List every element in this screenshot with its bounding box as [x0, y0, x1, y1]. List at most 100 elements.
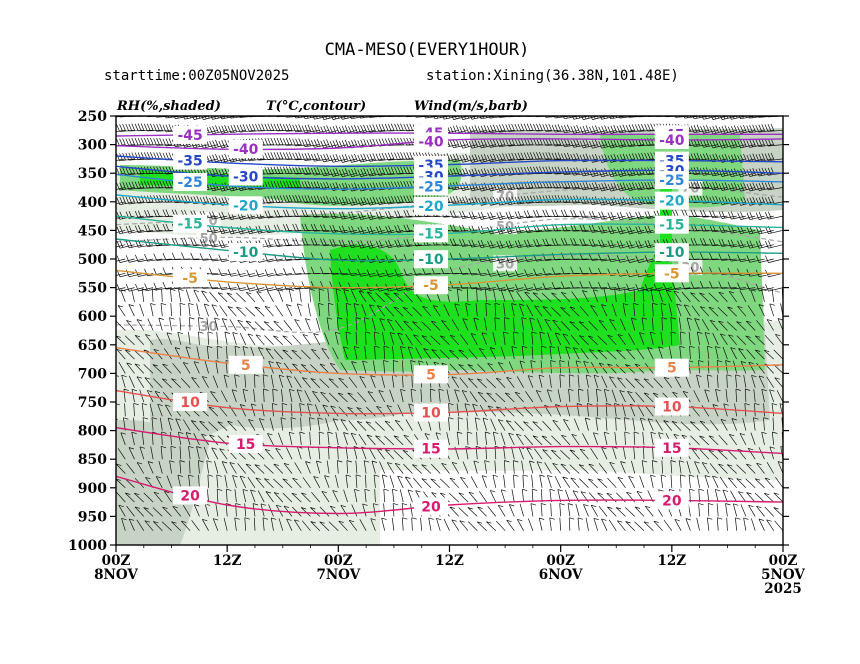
temperature-label-background	[413, 250, 448, 269]
temperature-contour-label: 20	[421, 499, 441, 515]
station-label: station:Xining(36.38N,101.48E)	[426, 68, 679, 84]
temperature-contour-label: -40	[418, 134, 444, 150]
temperature-label-background	[654, 131, 689, 150]
y-tick-label: 550	[78, 281, 107, 297]
x-tick-label: 12Z	[435, 553, 464, 569]
chart-title: CMA-MESO(EVERY1HOUR)	[325, 40, 530, 60]
temperature-contour-label: -5	[423, 278, 439, 294]
temperature-contour-label: -40	[233, 142, 259, 158]
rh-region-90plus	[330, 240, 680, 360]
y-tick-label: 800	[78, 424, 107, 440]
y-tick-label: 450	[78, 223, 107, 239]
temperature-label-background	[228, 243, 263, 262]
x-tick-label: 12Z	[658, 553, 687, 569]
rh-region-70-80-d	[116, 419, 210, 545]
y-tick-label: 400	[78, 195, 107, 211]
temperature-contour-label: 20	[180, 488, 200, 504]
temperature-label-background	[413, 439, 448, 458]
x-tick-label: 00Z	[546, 553, 575, 569]
temperature-label-background	[654, 243, 689, 262]
temperature-label-background	[654, 438, 689, 457]
temperature-label-background	[173, 172, 208, 191]
x-tick-label: 00Z	[102, 553, 131, 569]
y-tick-label: 700	[78, 366, 107, 382]
y-tick-label: 950	[78, 509, 107, 525]
temperature-contour-label: 10	[180, 395, 200, 411]
x-tick-label: 7NOV	[316, 567, 360, 583]
temperature-contour-label: -15	[418, 226, 443, 242]
legend-rh: RH(%,shaded)	[116, 99, 221, 114]
temperature-contour-label: 15	[662, 441, 681, 457]
temperature-label-background	[173, 151, 208, 170]
temperature-contour-label: -25	[418, 179, 443, 195]
temperature-contour-label: -5	[182, 271, 198, 287]
temperature-contour-label: -35	[177, 154, 202, 170]
temperature-label-background	[413, 196, 448, 215]
x-tick-label: 5NOV	[761, 567, 805, 583]
temperature-label-background	[413, 224, 448, 243]
temperature-contour-label: -10	[233, 245, 259, 261]
temperature-label-background	[228, 196, 263, 215]
temperature-contour-label: -20	[659, 194, 685, 210]
temperature-contour-label: 10	[662, 400, 682, 416]
x-tick-label: 00Z	[769, 553, 798, 569]
temperature-label-background	[654, 491, 689, 510]
temperature-contour-label: 10	[421, 405, 441, 421]
temperature-label-background	[173, 269, 208, 288]
rh-label-background	[196, 318, 221, 335]
y-tick-label: 750	[78, 395, 107, 411]
temperature-label-background	[654, 264, 689, 283]
temperature-contour-labels: -45-45-45-40-40-40-35-35-35-30-30-30-25-…	[173, 124, 689, 516]
x-tick-label: 2025	[764, 581, 802, 597]
y-tick-label: 500	[78, 252, 107, 268]
temperature-label-background	[654, 397, 689, 416]
rh-contour-line	[116, 254, 783, 334]
temperature-label-background	[654, 171, 689, 190]
y-tick-label: 850	[78, 452, 107, 468]
temperature-label-background	[413, 177, 448, 196]
temperature-contour-label: -40	[659, 133, 685, 149]
temperature-label-background	[228, 167, 263, 186]
temperature-label-background	[654, 358, 689, 377]
y-tick-label: 600	[78, 309, 107, 325]
temperature-label-background	[654, 191, 689, 210]
rh-contour-label: 30	[496, 257, 514, 272]
temperature-contour-label: 5	[426, 367, 436, 383]
temperature-contour-label: -5	[664, 266, 680, 282]
temperature-contour-label: -15	[659, 218, 684, 234]
temperature-label-background	[173, 125, 208, 144]
x-tick-label: 8NOV	[94, 567, 138, 583]
temperature-contour-label: -20	[418, 199, 444, 215]
temperature-label-background	[228, 355, 263, 374]
temperature-contour-label: 5	[241, 358, 251, 374]
rh-label-background	[493, 188, 518, 205]
y-tick-label: 1000	[68, 538, 107, 554]
temperature-label-background	[413, 132, 448, 151]
legend-temperature: T(°C,contour)	[266, 99, 366, 114]
y-tick-label: 350	[78, 166, 107, 182]
temperature-contour-label: -45	[177, 128, 202, 144]
rh-label-background	[196, 230, 221, 247]
legend-wind: Wind(m/s,barb)	[414, 99, 528, 114]
temperature-contour-label: -30	[233, 170, 259, 186]
starttime-label: starttime:00Z05NOV2025	[104, 68, 289, 84]
temperature-contour-label: 20	[662, 493, 682, 509]
x-tick-label: 6NOV	[539, 567, 583, 583]
temperature-label-background	[173, 214, 208, 233]
y-axis: 2503003504004505005506006507007508008509…	[68, 109, 789, 554]
temperature-label-background	[228, 139, 263, 158]
y-tick-label: 250	[78, 109, 107, 125]
temperature-contour-label: 15	[421, 442, 440, 458]
rh-contour-label: 30	[200, 320, 218, 335]
temperature-contour-label: -25	[177, 175, 202, 191]
temperature-contour-label: 5	[667, 361, 677, 377]
y-tick-label: 300	[78, 138, 107, 154]
temperature-contour-label: -20	[233, 198, 259, 214]
temperature-label-background	[654, 215, 689, 234]
temperature-contour-label: -10	[418, 252, 444, 268]
temperature-contour-label: -25	[659, 173, 684, 189]
y-tick-label: 900	[78, 481, 107, 497]
temperature-label-background	[228, 434, 263, 453]
